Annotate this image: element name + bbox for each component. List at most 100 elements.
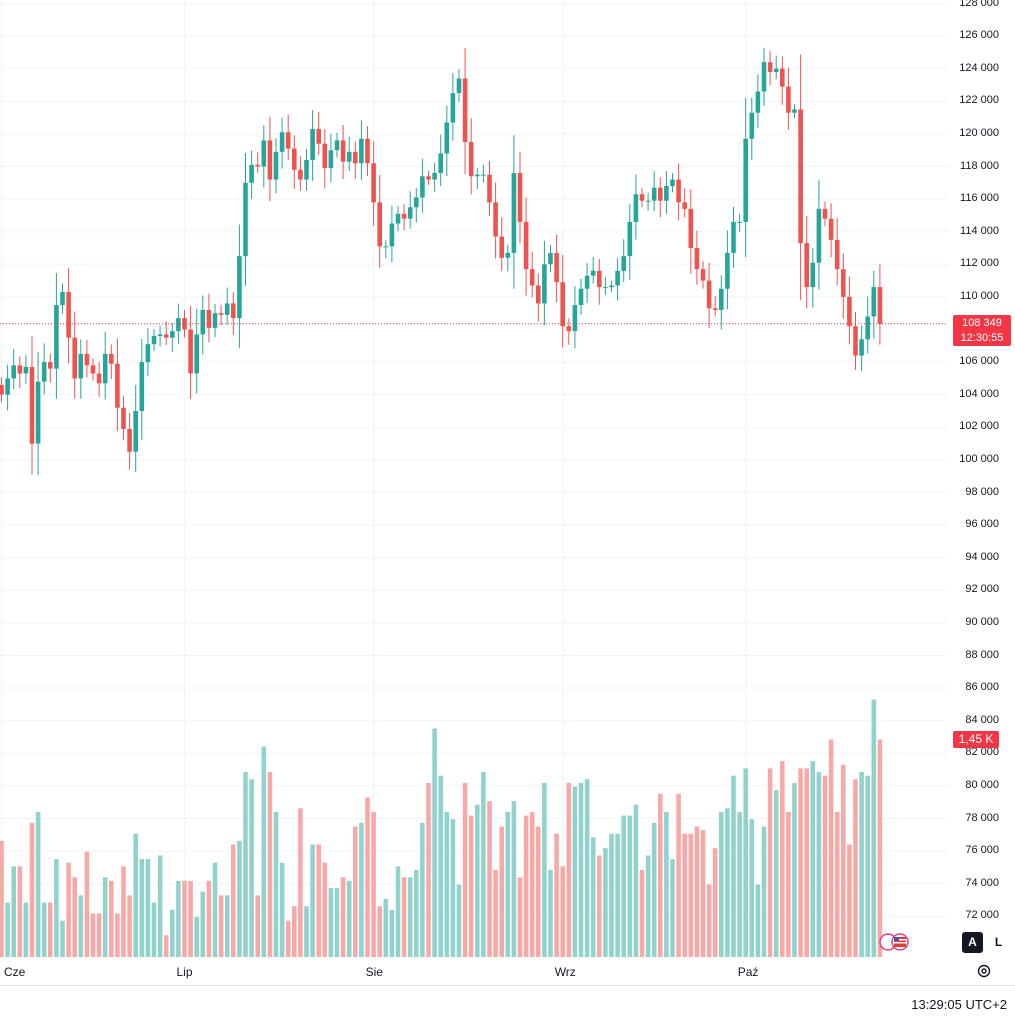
volume-bar: [468, 815, 474, 957]
log-scale-button[interactable]: L: [988, 932, 1009, 953]
candle-body: [206, 309, 212, 328]
volume-bar: [438, 775, 443, 957]
volume-bar: [78, 895, 84, 957]
candle-body: [176, 318, 181, 332]
volume-bar: [816, 772, 822, 957]
volume-bar: [773, 790, 779, 957]
candle-body: [572, 305, 578, 332]
volume-bar: [621, 815, 626, 957]
volume-bar: [298, 808, 303, 957]
volume-bar: [48, 902, 53, 957]
candle-body: [359, 138, 364, 164]
volume-bar: [218, 895, 224, 957]
candle-body: [23, 366, 29, 374]
candle-body: [273, 151, 279, 180]
volume-bar: [749, 819, 755, 957]
candle-body: [401, 213, 407, 219]
y-tick-label: 112 000: [960, 257, 999, 270]
candle-body: [127, 428, 132, 452]
candle-body: [456, 78, 462, 94]
flag-icon[interactable]: [876, 932, 916, 952]
volume-bar: [609, 833, 614, 957]
volume-bar: [639, 869, 645, 957]
y-tick-label: 94 000: [965, 550, 999, 563]
auto-scale-button[interactable]: A: [962, 932, 983, 953]
volume-bar: [645, 855, 651, 957]
volume-bar: [792, 782, 797, 957]
volume-bar: [420, 822, 425, 957]
volume-bar: [279, 862, 285, 957]
candle-body: [237, 256, 242, 319]
volume-bar: [292, 906, 297, 957]
candle-body: [633, 194, 639, 222]
candle-body: [725, 252, 730, 289]
candle-body: [261, 140, 267, 167]
candle-body: [639, 194, 645, 201]
volume-bar: [414, 869, 419, 957]
volume-bar: [109, 880, 114, 957]
volume-bar: [395, 866, 401, 957]
candle-body: [11, 365, 16, 379]
x-tick-label: Lip: [176, 965, 193, 979]
candle-body: [737, 221, 742, 223]
candle-body: [41, 362, 47, 382]
candle-body: [96, 373, 102, 384]
volume-bar: [139, 859, 145, 957]
volume-bar: [572, 786, 578, 957]
volume-bar: [847, 844, 852, 957]
volume-bar: [72, 877, 77, 957]
volume-bar: [859, 772, 864, 957]
candle-body: [645, 200, 651, 202]
volume-bar: [426, 782, 431, 957]
volume-bar: [432, 728, 437, 957]
volume-bar: [60, 920, 65, 957]
candle-body: [310, 129, 315, 160]
y-tick-label: 90 000: [965, 615, 999, 628]
y-tick-label: 118 000: [960, 159, 999, 172]
candle-body: [255, 164, 260, 167]
volume-bar: [523, 815, 529, 957]
volume-bar: [273, 811, 279, 957]
volume-bar: [536, 826, 541, 957]
candle-body: [0, 384, 4, 395]
volume-bar: [694, 826, 700, 957]
volume-bar: [145, 859, 151, 957]
volume-bar: [676, 793, 681, 957]
gear-icon[interactable]: [976, 963, 992, 979]
volume-bar: [706, 884, 712, 957]
volume-bar: [511, 801, 517, 957]
candle-body: [377, 202, 382, 247]
candle-body: [834, 239, 840, 270]
volume-bar: [475, 804, 480, 957]
volume-bar: [780, 761, 785, 957]
volume-bar: [603, 848, 608, 957]
candle-body: [712, 308, 718, 310]
candle-body: [188, 329, 193, 374]
volume-bar: [0, 840, 4, 957]
volume-bar: [243, 772, 248, 957]
volume-bar: [554, 833, 559, 957]
candle-body: [664, 186, 669, 201]
candle-body: [54, 305, 59, 369]
candle-body: [560, 282, 565, 327]
candle-body: [340, 140, 346, 162]
volume-bar: [11, 866, 16, 957]
volume-bar: [267, 772, 273, 957]
candle-body: [170, 331, 175, 338]
x-tick-label: Cze: [4, 965, 26, 979]
candle-body: [615, 270, 620, 286]
volume-bar: [17, 866, 23, 957]
y-tick-label: 74 000: [965, 876, 999, 889]
candle-body: [383, 246, 389, 248]
clock[interactable]: 13:29:05 UTC+2: [911, 997, 1007, 1012]
volume-bar: [316, 844, 321, 957]
volume-bar: [725, 808, 730, 957]
y-tick-label: 96 000: [965, 518, 999, 531]
volume-bars: [0, 699, 883, 957]
volume-bar: [627, 815, 633, 957]
candle-body: [438, 153, 443, 174]
x-tick-label: Paź: [737, 965, 759, 979]
volume-bar: [212, 862, 218, 957]
volume-bar: [737, 811, 742, 957]
